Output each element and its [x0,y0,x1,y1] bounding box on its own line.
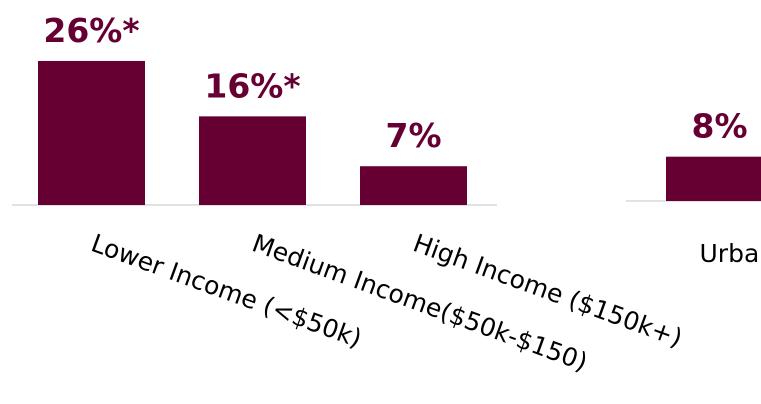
bar [199,116,306,205]
bar [38,60,145,206]
value-label: 26%* [43,11,139,50]
bar [666,156,761,201]
value-label: 8% [691,107,747,146]
value-label: 7% [385,116,441,155]
category-label: Lower Income (<$50k) [87,228,365,353]
bar [360,166,467,205]
category-label: Urban [700,239,761,268]
value-label: 16%* [204,66,300,105]
